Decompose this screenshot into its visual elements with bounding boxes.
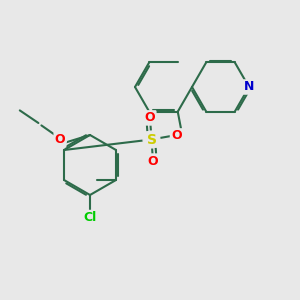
Text: O: O	[148, 154, 158, 168]
Text: N: N	[244, 80, 254, 94]
Circle shape	[143, 131, 160, 148]
Circle shape	[170, 129, 184, 142]
Circle shape	[143, 111, 157, 124]
Text: O: O	[145, 111, 155, 124]
Text: O: O	[172, 129, 182, 142]
Circle shape	[146, 154, 160, 168]
Text: O: O	[55, 133, 65, 146]
Text: S: S	[146, 133, 157, 146]
Circle shape	[53, 133, 67, 146]
Text: Cl: Cl	[83, 211, 97, 224]
